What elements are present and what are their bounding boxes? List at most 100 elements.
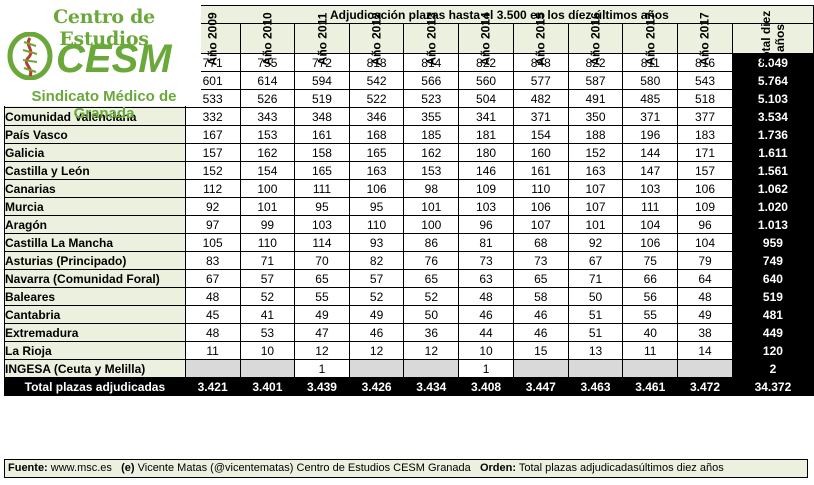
value-cell: 50 xyxy=(403,305,460,324)
summary-value: 3.401 xyxy=(239,377,296,396)
value-cell: 104 xyxy=(677,233,733,252)
footer-author: Vicente Matas (@vicentematas) Centro de … xyxy=(137,462,471,474)
summary-value: 3.463 xyxy=(567,377,624,396)
value-cell: 814 xyxy=(403,53,460,72)
value-cell xyxy=(677,359,733,378)
value-cell: 70 xyxy=(294,251,350,270)
table-row: Castilla y León 152 154 165 163 153 146 161 163 1… xyxy=(4,161,814,180)
value-cell: 101 xyxy=(567,215,624,234)
value-cell: 822 xyxy=(567,53,624,72)
row-total: 1.020 xyxy=(731,197,814,216)
value-cell: 55 xyxy=(622,305,679,324)
value-cell: 523 xyxy=(403,89,460,108)
value-cell: 112 xyxy=(184,179,241,198)
value-cell: 100 xyxy=(239,179,296,198)
value-cell: 346 xyxy=(348,107,405,126)
value-cell: 577 xyxy=(512,71,569,90)
value-cell: 114 xyxy=(294,233,350,252)
value-cell: 67 xyxy=(567,251,624,270)
value-cell: 11 xyxy=(184,341,241,360)
value-cell: 566 xyxy=(403,71,460,90)
value-cell: 146 xyxy=(458,161,514,180)
value-cell: 160 xyxy=(512,143,569,162)
row-total: 8.049 xyxy=(731,53,814,72)
value-cell: 67 xyxy=(184,269,241,288)
value-cell: 162 xyxy=(403,143,460,162)
value-cell: 109 xyxy=(677,197,733,216)
value-cell: 157 xyxy=(184,143,241,162)
grand-total: 34.372 xyxy=(731,377,814,396)
col-header: Año 2011 xyxy=(294,12,350,65)
value-cell: 49 xyxy=(294,305,350,324)
value-cell: 107 xyxy=(512,215,569,234)
value-cell: 161 xyxy=(294,125,350,144)
value-cell: 95 xyxy=(294,197,350,216)
footer-note: Fuente: www.msc.es (e) Vicente Matas (@v… xyxy=(4,459,808,478)
value-cell: 45 xyxy=(184,305,241,324)
value-cell: 93 xyxy=(348,233,405,252)
value-cell: 109 xyxy=(458,179,514,198)
value-cell: 48 xyxy=(184,323,241,342)
value-cell: 185 xyxy=(403,125,460,144)
value-cell: 377 xyxy=(677,107,733,126)
value-cell: 51 xyxy=(567,323,624,342)
region-name: Murcia xyxy=(4,197,186,216)
value-cell: 63 xyxy=(458,269,514,288)
logo-acronym: CESM xyxy=(56,37,173,80)
value-cell: 1 xyxy=(458,359,514,378)
value-cell: 14 xyxy=(677,341,733,360)
value-cell: 47 xyxy=(294,323,350,342)
footer-source: www.msc.es xyxy=(50,462,112,474)
value-cell: 97 xyxy=(184,215,241,234)
value-cell: 92 xyxy=(567,233,624,252)
value-cell: 83 xyxy=(184,251,241,270)
value-cell: 86 xyxy=(403,233,460,252)
value-cell: 100 xyxy=(403,215,460,234)
value-cell: 79 xyxy=(677,251,733,270)
value-cell: 504 xyxy=(458,89,514,108)
value-cell: 101 xyxy=(239,197,296,216)
value-cell: 163 xyxy=(348,161,405,180)
row-total: 1.611 xyxy=(731,143,814,162)
value-cell: 46 xyxy=(512,305,569,324)
value-cell: 168 xyxy=(348,125,405,144)
value-cell: 46 xyxy=(348,323,405,342)
value-cell: 92 xyxy=(184,197,241,216)
value-cell: 522 xyxy=(348,89,405,108)
value-cell: 73 xyxy=(512,251,569,270)
col-header: Año 2010 xyxy=(239,12,296,65)
value-cell: 165 xyxy=(294,161,350,180)
value-cell: 96 xyxy=(677,215,733,234)
region-name: Comunidad Valenciana xyxy=(4,107,186,126)
value-cell: 518 xyxy=(677,89,733,108)
col-header: Año 2017 xyxy=(677,12,733,65)
col-header: Año 2017 xyxy=(622,12,679,65)
value-cell: 12 xyxy=(403,341,460,360)
value-cell: 48 xyxy=(677,287,733,306)
summary-value: 3.472 xyxy=(677,377,733,396)
value-cell: 38 xyxy=(677,323,733,342)
col-header-total: Total diez años xyxy=(731,11,814,65)
footer-order: Total plazas adjudicadasúltimos diez año… xyxy=(518,462,724,474)
region-name: INGESA (Ceuta y Melilla) xyxy=(4,359,186,378)
value-cell: 95 xyxy=(348,197,405,216)
value-cell: 15 xyxy=(512,341,569,360)
value-cell: 52 xyxy=(348,287,405,306)
col-header: Año 2016 xyxy=(567,12,624,65)
value-cell xyxy=(512,359,569,378)
value-cell: 10 xyxy=(458,341,514,360)
value-cell: 171 xyxy=(677,143,733,162)
value-cell: 355 xyxy=(403,107,460,126)
value-cell: 57 xyxy=(239,269,296,288)
summary-value: 3.426 xyxy=(348,377,405,396)
row-total: 1.013 xyxy=(731,215,814,234)
value-cell: 106 xyxy=(622,233,679,252)
value-cell: 162 xyxy=(239,143,296,162)
value-cell: 55 xyxy=(294,287,350,306)
value-cell: 110 xyxy=(239,233,296,252)
table-row: País Vasco 167 153 161 168 185 181 154 188 196 183… xyxy=(4,125,814,144)
value-cell: 56 xyxy=(622,287,679,306)
value-cell: 65 xyxy=(403,269,460,288)
value-cell: 103 xyxy=(622,179,679,198)
col-header: Año 2014 xyxy=(458,12,514,65)
